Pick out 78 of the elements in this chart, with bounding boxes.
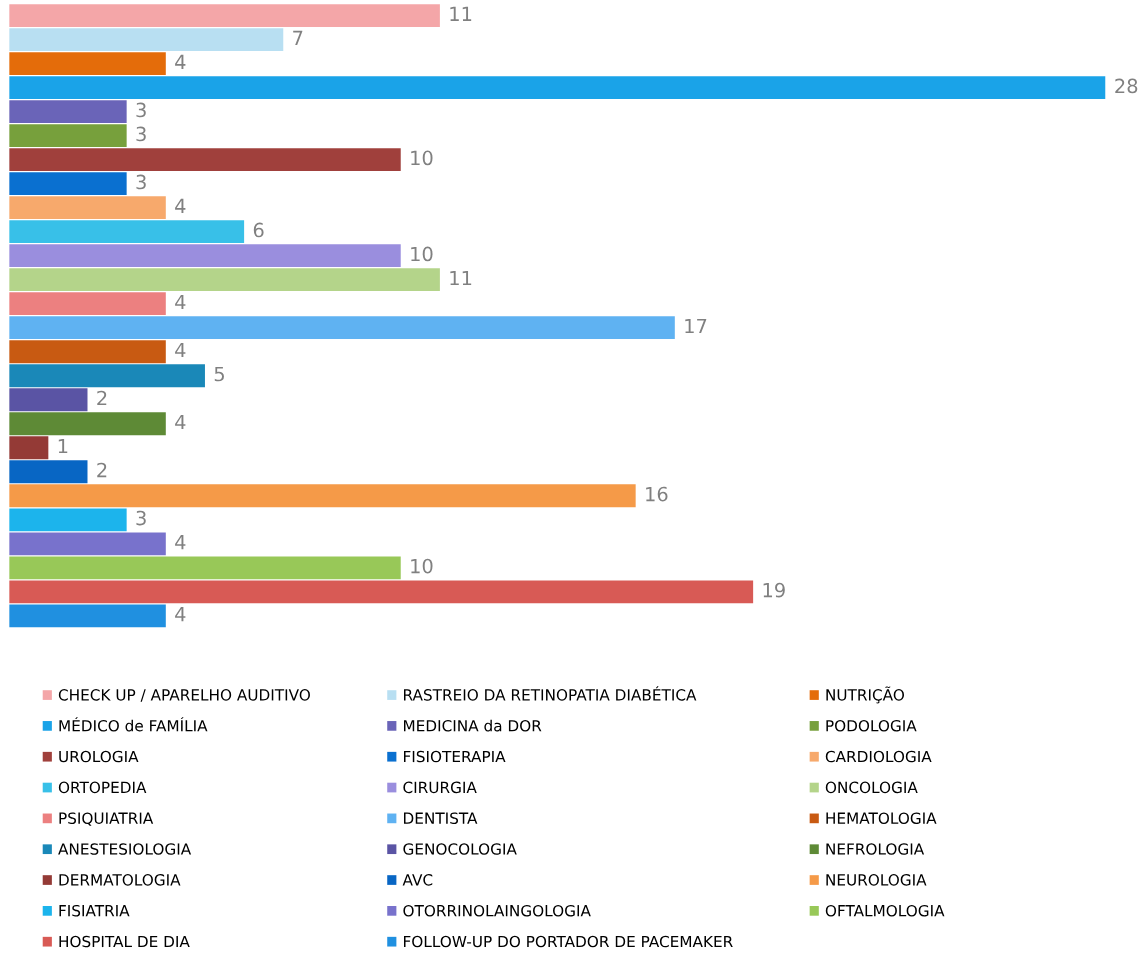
legend-label: FISIOTERAPIA bbox=[404, 750, 506, 763]
bar bbox=[9, 340, 166, 364]
bar bbox=[9, 364, 205, 388]
bar bbox=[9, 148, 401, 172]
data-label: 3 bbox=[136, 126, 146, 142]
legend-label: NEFROLOGIA bbox=[826, 843, 925, 855]
data-label: 2 bbox=[97, 462, 107, 478]
data-label: 4 bbox=[175, 534, 186, 550]
data-label: 11 bbox=[450, 270, 472, 286]
legend-label: DERMATOLOGIA bbox=[59, 874, 181, 886]
legend-label: FOLLOW-UP DO PORTADOR DE PACEMAKER bbox=[404, 935, 733, 948]
bar bbox=[9, 604, 166, 628]
bar bbox=[9, 244, 401, 268]
data-label: 4 bbox=[175, 54, 186, 69]
bar bbox=[9, 580, 754, 604]
data-label: 4 bbox=[175, 607, 186, 622]
legend-label: OFTALMOLOGIA bbox=[825, 904, 945, 917]
bar bbox=[9, 292, 166, 316]
bar bbox=[9, 52, 166, 76]
data-label: 6 bbox=[253, 222, 264, 238]
bar bbox=[9, 532, 166, 556]
legend-label: HOSPITAL DE DIA bbox=[59, 935, 190, 948]
data-label: 7 bbox=[293, 30, 303, 45]
data-label: 3 bbox=[136, 510, 146, 526]
legend-label: NEUROLOGIA bbox=[826, 874, 927, 886]
legend-label: HEMATOLOGIA bbox=[826, 812, 937, 824]
data-label: 3 bbox=[136, 174, 146, 190]
bar bbox=[9, 556, 401, 580]
legend-label: MEDICINA da DOR bbox=[404, 719, 542, 732]
data-label: 4 bbox=[175, 294, 186, 310]
bar bbox=[9, 436, 49, 460]
legend-label: ONCOLOGIA bbox=[825, 781, 918, 794]
data-label: 11 bbox=[450, 6, 472, 21]
data-label: 28 bbox=[1115, 78, 1138, 94]
bar bbox=[9, 388, 88, 412]
legend-label: ORTOPEDIA bbox=[58, 781, 147, 794]
data-label: 4 bbox=[175, 198, 186, 214]
bar bbox=[9, 220, 245, 244]
bar bbox=[9, 76, 1106, 100]
data-label: 4 bbox=[175, 342, 186, 358]
bar bbox=[9, 124, 127, 148]
data-label: 1 bbox=[58, 438, 68, 454]
data-label: 10 bbox=[411, 150, 433, 166]
legend-label: PODOLOGIA bbox=[826, 719, 917, 732]
legend-label: DENTISTA bbox=[404, 812, 478, 824]
data-label: 19 bbox=[763, 582, 785, 598]
legend-label: ANESTESIOLOGIA bbox=[58, 843, 192, 855]
bar bbox=[9, 460, 88, 484]
bar bbox=[9, 28, 284, 52]
legend-label: UROLOGIA bbox=[59, 750, 139, 763]
legend-label: GENOCOLOGIA bbox=[403, 843, 517, 855]
legend-label: PSIQUIATRIA bbox=[59, 812, 154, 826]
bar bbox=[9, 412, 166, 436]
bar bbox=[9, 484, 636, 508]
data-label: 17 bbox=[685, 318, 707, 334]
bar bbox=[9, 508, 127, 532]
data-label: 3 bbox=[136, 102, 146, 118]
legend-label: CIRURGIA bbox=[403, 781, 477, 794]
legend-label: RASTREIO DA RETINOPATIA DIABÉTICA bbox=[404, 686, 697, 701]
legend-label: CARDIOLOGIA bbox=[825, 750, 932, 763]
legend-label: FISIATRIA bbox=[59, 904, 130, 917]
legend-label: CHECK UP / APARELHO AUDITIVO bbox=[58, 689, 310, 702]
legend-label: NUTRIÇÃO bbox=[826, 686, 905, 704]
data-label: 10 bbox=[411, 558, 433, 574]
legend-label: AVC bbox=[402, 874, 433, 886]
data-label: 2 bbox=[97, 390, 107, 406]
legend-label: MÉDICO de FAMÍLIA bbox=[59, 717, 208, 732]
data-label: 5 bbox=[214, 366, 224, 382]
bar bbox=[9, 196, 166, 220]
bar bbox=[9, 172, 127, 196]
bar bbox=[9, 100, 127, 124]
legend-label: OTORRINOLAINGOLOGIA bbox=[403, 904, 591, 917]
bar bbox=[9, 4, 440, 28]
bar bbox=[9, 316, 675, 340]
data-label: 10 bbox=[411, 246, 433, 262]
data-label: 4 bbox=[175, 414, 186, 430]
data-label: 16 bbox=[646, 486, 668, 502]
bar bbox=[9, 268, 440, 292]
